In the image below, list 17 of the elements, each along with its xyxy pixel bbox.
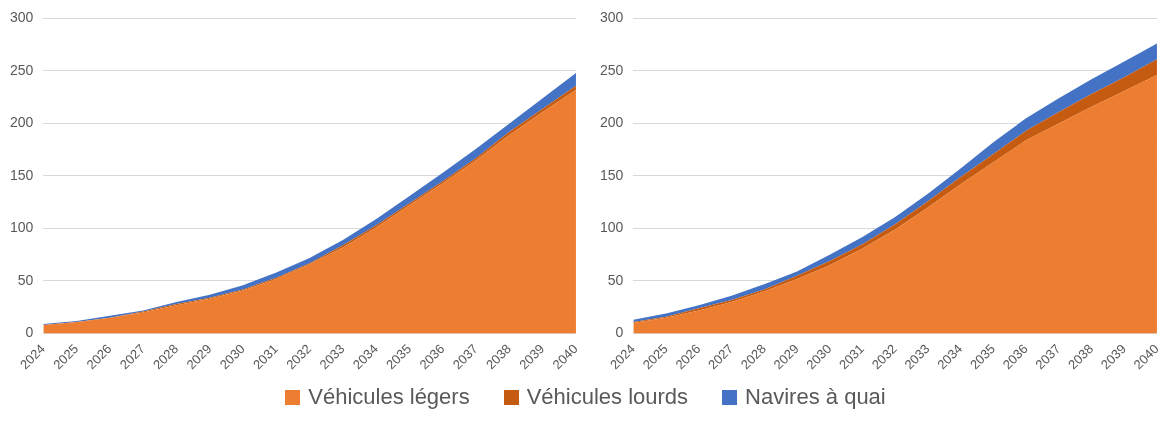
y-tick-label: 150: [10, 166, 34, 183]
y-tick-label: 50: [607, 271, 624, 288]
y-tick-label: 200: [600, 114, 624, 131]
y-tick-label: 300: [10, 9, 34, 26]
y-tick-label: 100: [10, 219, 34, 236]
y-tick-label: 200: [10, 114, 34, 131]
y-tick-label: 250: [600, 61, 624, 78]
y-tick-label: 150: [600, 166, 624, 183]
y-tick-label: 0: [25, 324, 34, 341]
y-tick-label: 300: [600, 9, 624, 26]
y-tick-label: 250: [10, 61, 34, 78]
legend-label: Navires à quai: [745, 384, 886, 410]
y-tick-label: 100: [600, 219, 624, 236]
y-tick-label: 50: [17, 271, 34, 288]
legend-label: Véhicules légers: [308, 384, 470, 410]
y-tick-label: 0: [615, 324, 624, 341]
legend-label: Véhicules lourds: [526, 384, 689, 410]
